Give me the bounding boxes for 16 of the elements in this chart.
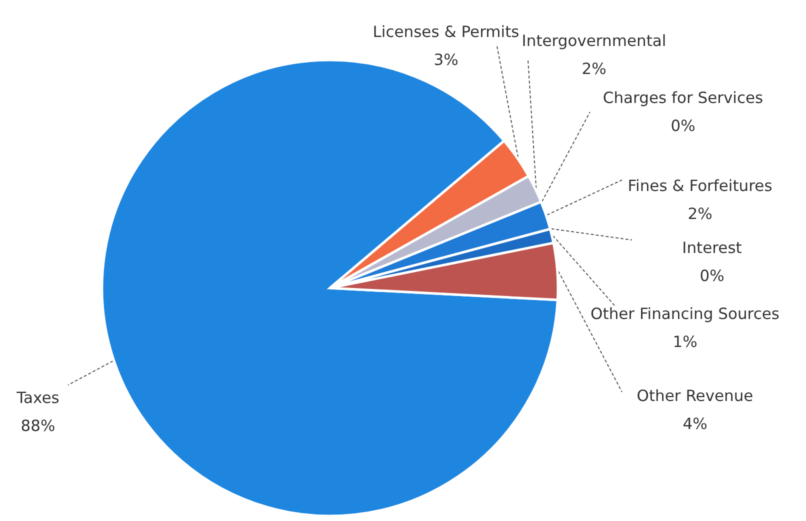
slice-label: Intergovernmental <box>522 32 666 50</box>
text: 0% <box>670 117 696 135</box>
data-label: 3% <box>434 51 458 69</box>
data-label: 2% <box>688 205 712 223</box>
data-label: 4% <box>682 415 708 433</box>
slice-label: Licenses & Permits <box>372 23 520 41</box>
data-label: 1% <box>672 333 698 351</box>
data-label: 2% <box>582 60 606 78</box>
category-label: Interest <box>682 239 742 257</box>
slice-label: Taxes <box>16 389 60 407</box>
text: 0% <box>700 267 724 285</box>
data-label: 88% <box>20 417 56 435</box>
slice-label: Other Revenue <box>636 387 754 405</box>
slice-label: Other Financing Sources <box>590 305 780 323</box>
category-label: Charges for Services <box>602 89 764 107</box>
slice-label: Fines & Forfeitures <box>628 177 772 195</box>
